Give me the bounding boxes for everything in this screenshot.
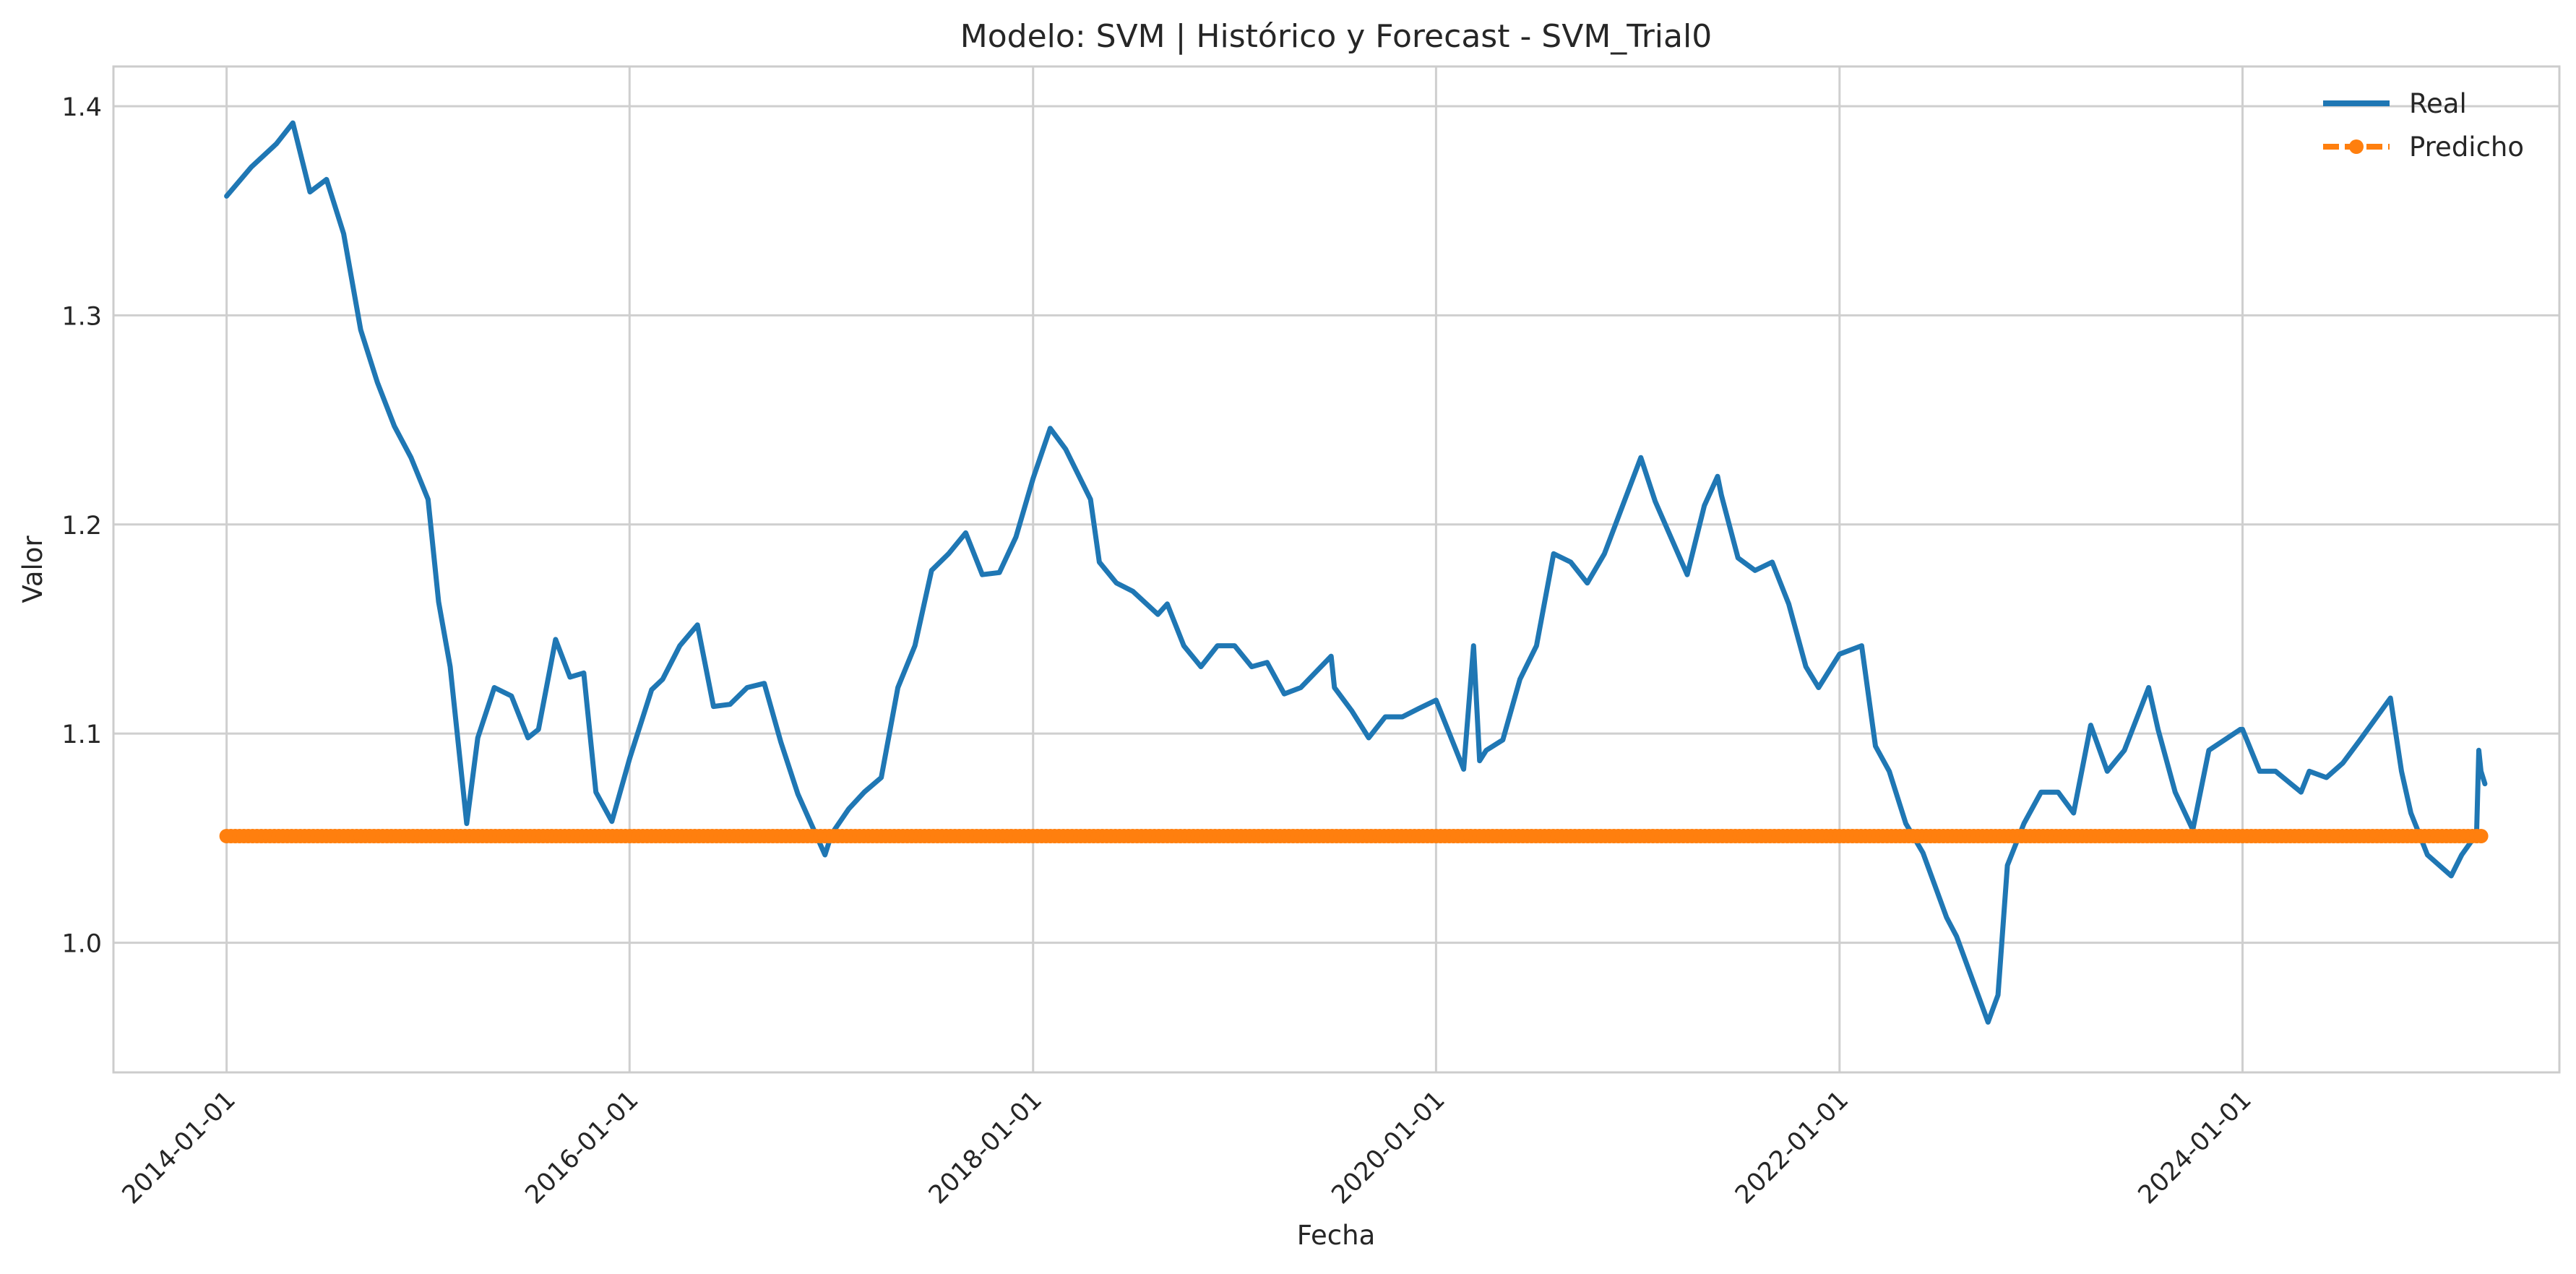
y-tick-label: 1.4 [61, 93, 102, 122]
legend-label-real: Real [2409, 88, 2467, 119]
legend: Real Predicho [2323, 88, 2524, 163]
predicho-marker [2473, 829, 2489, 843]
y-axis-label: Valor [17, 535, 48, 603]
y-tick-label: 1.2 [61, 512, 102, 541]
plot-frame [112, 65, 2561, 1074]
legend-marker-predicho [2349, 139, 2364, 154]
y-tick-label: 1.1 [61, 720, 102, 749]
series-line-real [224, 120, 2488, 1025]
y-tick-label: 1.0 [61, 930, 102, 959]
grid [113, 66, 2559, 1072]
x-axis-label: Fecha [1297, 1220, 1376, 1251]
chart-title: Modelo: SVM | Histórico y Forecast - SVM… [960, 18, 1712, 55]
y-tick-label: 1.3 [61, 302, 102, 331]
plot-area [219, 120, 2489, 1025]
y-axis: 1.0 1.1 1.2 1.3 1.4 [61, 93, 102, 959]
legend-label-predicho: Predicho [2409, 132, 2524, 163]
